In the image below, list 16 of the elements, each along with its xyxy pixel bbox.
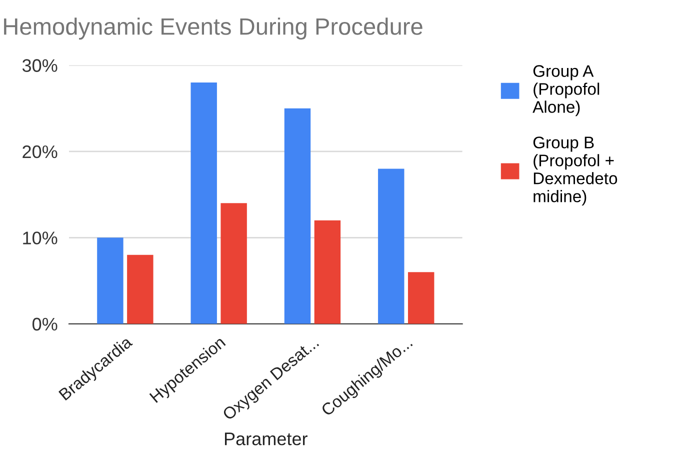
x-axis-title: Parameter [224, 432, 308, 446]
bar [97, 238, 124, 324]
y-tick-label: 10% [23, 232, 58, 244]
bar [220, 203, 247, 324]
bar [284, 108, 311, 324]
bar [127, 254, 154, 324]
chart-title: Hemodynamic Events During Procedure [4, 18, 422, 40]
bar [314, 220, 341, 324]
y-tick-label: 0% [32, 318, 58, 331]
y-tick-label: 30% [22, 59, 58, 72]
bar [378, 168, 404, 324]
y-tick-label: 20% [22, 145, 58, 158]
legend-label: Group A (Propofol Alone) [532, 65, 600, 116]
bar [190, 82, 217, 324]
legend-label: Group B (Propofol + Dexmedeto midine) [533, 136, 618, 206]
bar [408, 272, 434, 324]
